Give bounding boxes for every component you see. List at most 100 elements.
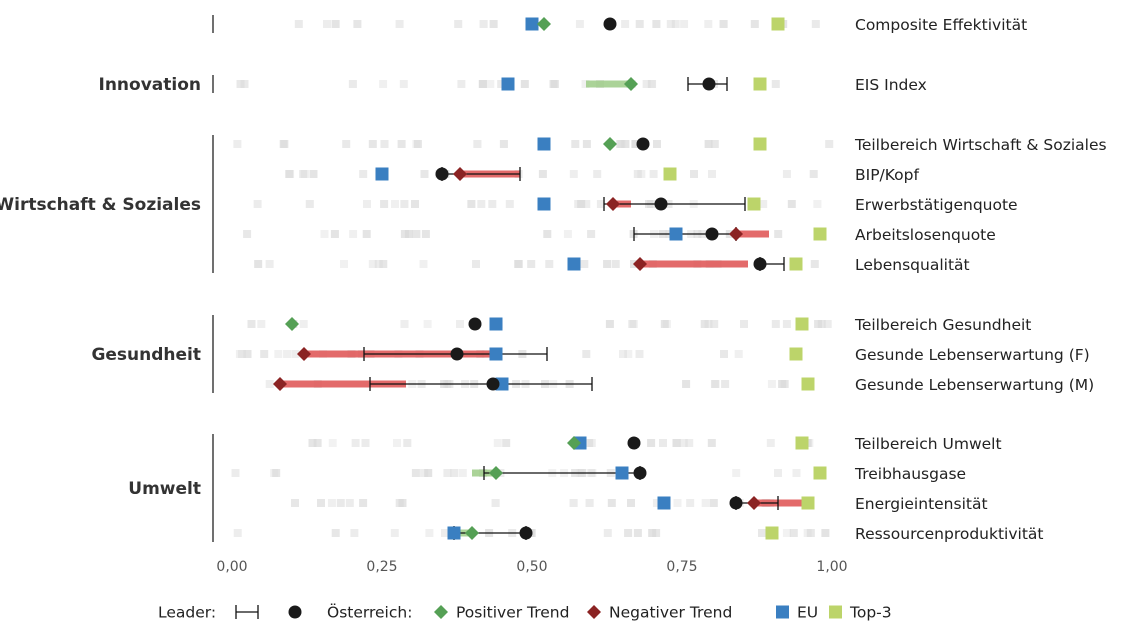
row-label: Lebensqualität	[855, 256, 970, 274]
negative-trend-mark	[747, 496, 761, 510]
trend-band	[736, 230, 769, 238]
background-country-mark	[489, 20, 498, 28]
background-country-mark	[633, 529, 642, 537]
background-country-mark	[767, 380, 776, 388]
background-country-mark	[363, 200, 371, 208]
x-tick-label: 0,75	[666, 559, 697, 575]
background-country-mark	[569, 499, 578, 507]
background-country-mark	[778, 380, 787, 388]
background-country-mark	[411, 200, 419, 208]
background-country-mark	[619, 350, 627, 358]
legend-eu-label: EU	[797, 604, 818, 622]
background-country-mark	[233, 529, 242, 537]
background-country-mark	[758, 529, 766, 537]
background-country-mark	[708, 170, 716, 178]
background-country-mark	[309, 170, 318, 178]
background-country-mark	[327, 499, 336, 507]
austria-mark	[627, 436, 641, 450]
background-country-mark	[301, 170, 309, 178]
background-country-mark	[811, 20, 820, 28]
background-country-mark	[348, 80, 357, 88]
legend-austria-symbol	[288, 605, 302, 619]
x-tick-label: 1,00	[816, 559, 847, 575]
eu-mark	[657, 496, 671, 510]
background-country-mark	[419, 260, 428, 268]
background-country-mark	[766, 439, 775, 447]
background-country-mark	[380, 200, 389, 208]
x-axis: 0,00 0,25 0,50 0,75 1,00	[216, 559, 847, 575]
row-label: Teilbereich Gesundheit	[854, 316, 1031, 334]
background-country-mark	[441, 529, 449, 537]
background-country-mark	[390, 529, 399, 537]
background-country-mark	[823, 320, 832, 328]
background-country-mark	[582, 350, 591, 358]
background-country-mark	[545, 260, 554, 268]
background-country-mark	[340, 260, 348, 268]
top3-mark	[801, 496, 815, 510]
background-country-mark	[497, 80, 506, 88]
background-country-mark	[707, 439, 716, 447]
background-country-mark	[265, 260, 274, 268]
background-country-mark	[345, 499, 354, 507]
background-country-mark	[810, 260, 819, 268]
background-country-mark	[400, 320, 409, 328]
background-country-mark	[423, 320, 432, 328]
austria-mark	[468, 317, 482, 331]
background-country-mark	[582, 200, 591, 208]
row-label: Teilbereich Umwelt	[854, 435, 1002, 453]
background-country-mark	[361, 439, 370, 447]
legend-top3-symbol	[829, 605, 842, 619]
background-country-mark	[274, 350, 283, 358]
data-marks	[273, 17, 827, 540]
positive-trend-mark	[567, 436, 581, 450]
positive-trend-mark	[489, 466, 503, 480]
background-country-mark	[648, 80, 657, 88]
background-country-mark	[323, 20, 331, 28]
background-country-mark	[673, 499, 682, 507]
background-country-mark	[235, 350, 244, 358]
background-country-mark	[272, 469, 281, 477]
background-country-mark	[486, 80, 495, 88]
eu-mark	[495, 377, 509, 391]
eu-mark	[501, 77, 515, 91]
legend: Leader: Österreich: Positiver Trend Negativ…	[158, 603, 892, 622]
background-country-mark	[253, 200, 262, 208]
background-marks	[231, 20, 834, 537]
background-country-mark	[624, 350, 633, 358]
background-country-mark	[380, 140, 389, 148]
background-country-mark	[771, 320, 780, 328]
background-country-mark	[265, 380, 274, 388]
background-country-mark	[473, 140, 482, 148]
x-tick-label: 0,25	[366, 559, 397, 575]
eu-mark	[669, 227, 683, 241]
background-country-mark	[349, 230, 358, 238]
background-country-mark	[502, 439, 511, 447]
background-country-mark	[379, 260, 388, 268]
background-country-mark	[413, 140, 422, 148]
background-country-mark	[412, 230, 421, 238]
background-country-mark	[648, 529, 657, 537]
row-label: Composite Effektivität	[855, 16, 1027, 34]
background-country-mark	[647, 439, 656, 447]
background-country-mark	[587, 439, 596, 447]
background-country-mark	[647, 80, 656, 88]
background-country-mark	[538, 170, 547, 178]
background-country-mark	[283, 350, 292, 358]
row-label: Arbeitslosenquote	[855, 226, 996, 244]
background-country-mark	[527, 260, 536, 268]
legend-positive-label: Positiver Trend	[456, 604, 569, 622]
background-country-mark	[821, 529, 830, 537]
background-country-mark	[279, 140, 288, 148]
background-country-mark	[514, 260, 523, 268]
background-country-mark	[575, 20, 584, 28]
background-country-mark	[425, 529, 434, 537]
group-label: Innovation	[99, 75, 202, 95]
background-country-mark	[424, 469, 433, 477]
background-country-mark	[493, 439, 502, 447]
x-tick-label: 0,00	[216, 559, 247, 575]
background-country-mark	[299, 170, 308, 178]
positive-trend-mark	[537, 17, 551, 31]
background-country-mark	[679, 439, 688, 447]
background-country-mark	[582, 140, 591, 148]
